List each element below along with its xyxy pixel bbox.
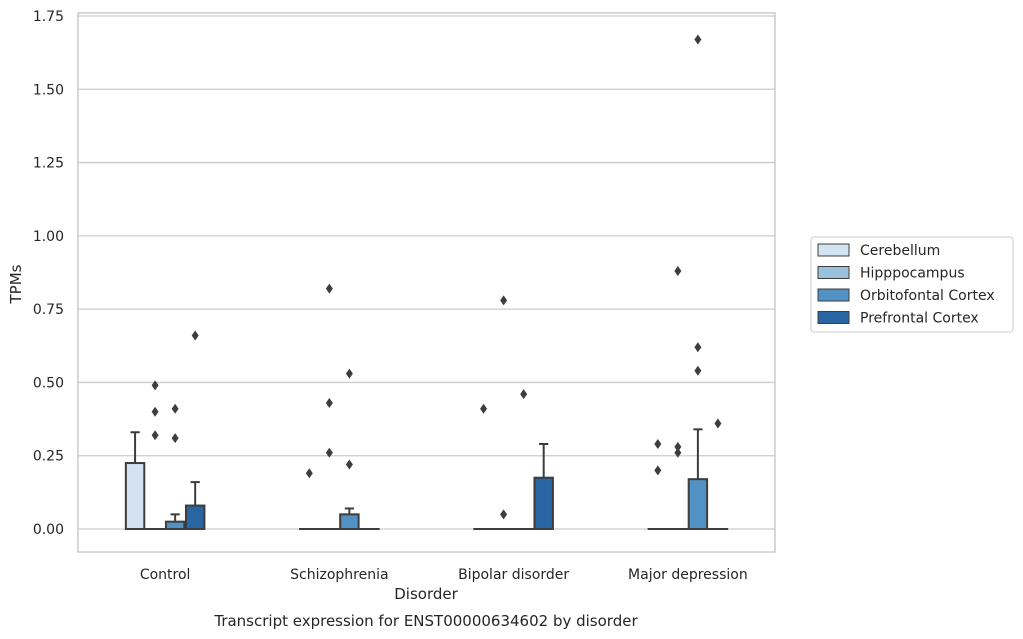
box-prefrontal-cortex bbox=[184, 481, 206, 531]
box-orbitofontal-cortex bbox=[339, 507, 360, 530]
y-tick-labels: 0.00 0.25 0.50 0.75 1.00 1.25 1.50 1.75 bbox=[33, 9, 64, 538]
x-tick-label: Schizophrenia bbox=[290, 567, 388, 583]
chart-caption: Transcript expression for ENST0000063460… bbox=[213, 612, 638, 630]
y-tick-label: 0.25 bbox=[33, 449, 64, 465]
outlier-point bbox=[171, 433, 179, 444]
outliers bbox=[151, 34, 722, 520]
outlier-point bbox=[345, 368, 353, 379]
outlier-point bbox=[654, 438, 662, 449]
legend-swatch bbox=[817, 243, 850, 257]
outlier-point bbox=[694, 34, 702, 45]
y-axis-label: TPMs bbox=[7, 264, 25, 304]
outlier-point bbox=[654, 465, 662, 476]
outlier-point bbox=[674, 447, 682, 458]
legend-frame bbox=[810, 236, 1014, 333]
legend-swatch bbox=[817, 266, 850, 279]
x-tick-label: Bipolar disorder bbox=[458, 567, 569, 583]
outlier-point bbox=[694, 342, 702, 353]
legend-entry: Hipppocampus bbox=[860, 266, 965, 282]
outlier-point bbox=[325, 397, 333, 408]
outlier-point bbox=[500, 509, 508, 520]
outlier-point bbox=[500, 295, 508, 306]
gridlines bbox=[78, 15, 775, 530]
box-orbitofontal-cortex bbox=[687, 428, 709, 530]
y-tick-label: 1.50 bbox=[33, 82, 64, 98]
outlier-point bbox=[151, 380, 159, 391]
legend-entry: Cerebellum bbox=[860, 243, 940, 259]
outlier-point bbox=[674, 441, 682, 452]
outlier-point bbox=[191, 330, 199, 341]
boxes bbox=[124, 428, 729, 531]
y-tick-label: 0.75 bbox=[33, 302, 64, 318]
outlier-point bbox=[325, 447, 333, 458]
outlier-point bbox=[151, 430, 159, 441]
box-cerebellum bbox=[124, 431, 146, 530]
x-tick-label: Control bbox=[140, 567, 191, 583]
box-prefrontal-cortex bbox=[533, 442, 554, 531]
outlier-point bbox=[714, 418, 722, 429]
box-body bbox=[184, 504, 206, 531]
box-body bbox=[124, 462, 146, 530]
legend: Cerebellum Hipppocampus Orbitofontal Corte… bbox=[810, 236, 1014, 333]
x-tick-label: Major depression bbox=[628, 567, 748, 583]
box-body bbox=[687, 478, 709, 530]
y-tick-label: 1.25 bbox=[33, 156, 64, 172]
y-tick-label: 0.50 bbox=[33, 375, 64, 391]
legend-entry: Prefrontal Cortex bbox=[860, 311, 979, 327]
outlier-point bbox=[480, 403, 488, 414]
outlier-point bbox=[674, 266, 682, 277]
box-body bbox=[533, 476, 554, 531]
plot-frame bbox=[77, 12, 776, 553]
box-body bbox=[339, 513, 360, 530]
x-axis-label: Disorder bbox=[394, 585, 458, 603]
y-tick-label: 0.00 bbox=[33, 522, 64, 538]
box-orbitofontal-cortex bbox=[164, 513, 186, 531]
outlier-point bbox=[151, 406, 159, 417]
y-tick-label: 1.75 bbox=[33, 9, 64, 25]
outlier-point bbox=[520, 389, 528, 400]
outlier-point bbox=[171, 403, 179, 414]
outlier-point bbox=[694, 365, 702, 376]
outlier-point bbox=[345, 459, 353, 470]
legend-swatch bbox=[817, 311, 850, 324]
box-body bbox=[164, 520, 186, 531]
y-tick-label: 1.00 bbox=[33, 229, 64, 245]
outlier-point bbox=[325, 283, 333, 294]
legend-swatch bbox=[817, 288, 850, 302]
legend-entry: Orbitofontal Cortex bbox=[860, 288, 995, 304]
outlier-point bbox=[305, 468, 313, 479]
x-tick-labels: Control Schizophrenia Bipolar disorder Majo… bbox=[140, 567, 748, 583]
